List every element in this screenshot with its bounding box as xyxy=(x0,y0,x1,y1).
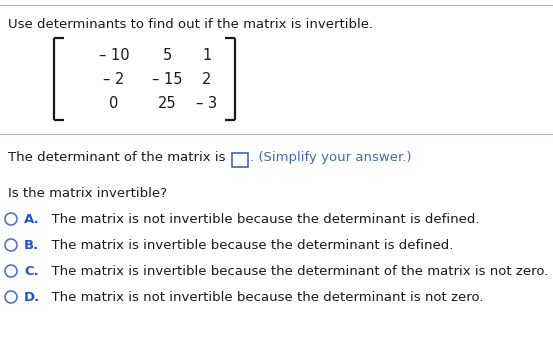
Text: – 15: – 15 xyxy=(152,72,182,87)
Text: – 3: – 3 xyxy=(196,95,217,110)
Text: The matrix is not invertible because the determinant is defined.: The matrix is not invertible because the… xyxy=(43,213,479,226)
Text: The determinant of the matrix is: The determinant of the matrix is xyxy=(8,151,226,164)
Text: 0: 0 xyxy=(109,95,119,110)
Text: 1: 1 xyxy=(202,47,212,62)
Text: Use determinants to find out if the matrix is invertible.: Use determinants to find out if the matr… xyxy=(8,18,373,31)
Text: – 2: – 2 xyxy=(103,72,124,87)
Text: D.: D. xyxy=(24,291,40,304)
Text: Is the matrix invertible?: Is the matrix invertible? xyxy=(8,187,167,200)
Bar xyxy=(232,153,248,167)
Text: A.: A. xyxy=(24,213,40,226)
Text: 25: 25 xyxy=(158,95,176,110)
Text: B.: B. xyxy=(24,239,39,252)
Text: 2: 2 xyxy=(202,72,212,87)
Text: . (Simplify your answer.): . (Simplify your answer.) xyxy=(250,151,411,164)
Text: 5: 5 xyxy=(163,47,171,62)
Text: – 10: – 10 xyxy=(98,47,129,62)
Text: The matrix is invertible because the determinant is defined.: The matrix is invertible because the det… xyxy=(43,239,453,252)
Text: The matrix is invertible because the determinant of the matrix is not zero.: The matrix is invertible because the det… xyxy=(43,265,549,278)
Text: C.: C. xyxy=(24,265,39,278)
Text: The matrix is not invertible because the determinant is not zero.: The matrix is not invertible because the… xyxy=(43,291,483,304)
